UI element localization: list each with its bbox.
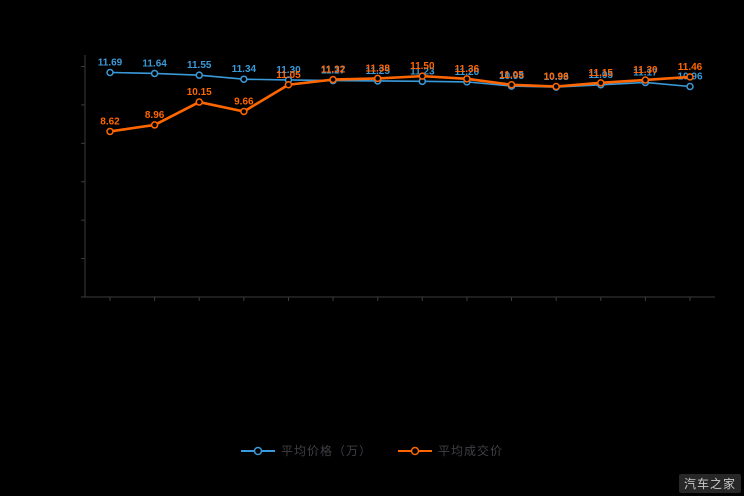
legend-label-average-deal-price: 平均成交价	[438, 444, 504, 458]
svg-text:11.30: 11.30	[276, 65, 301, 76]
svg-text:11.55: 11.55	[187, 60, 212, 71]
legend-label-average-price: 平均价格（万）	[280, 444, 372, 458]
svg-text:11.05: 11.05	[276, 70, 301, 81]
svg-text:11.34: 11.34	[232, 64, 257, 75]
svg-text:11.15: 11.15	[589, 68, 614, 79]
chart-legend: 平均价格（万） 平均成交价	[0, 442, 744, 459]
svg-text:11.05: 11.05	[499, 70, 524, 81]
svg-text:11.38: 11.38	[365, 63, 390, 74]
svg-text:11.23: 11.23	[410, 66, 435, 77]
svg-text:11.36: 11.36	[455, 64, 480, 75]
svg-text:11.32: 11.32	[321, 65, 346, 76]
svg-text:11.64: 11.64	[142, 58, 167, 69]
legend-item-average-price[interactable]: 平均价格（万）	[240, 442, 372, 459]
svg-text:8.96: 8.96	[145, 110, 165, 121]
svg-text:11.20: 11.20	[455, 67, 480, 78]
legend-item-average-deal-price[interactable]: 平均成交价	[398, 442, 503, 459]
legend-line-marker-icon	[240, 446, 275, 455]
svg-text:10.93: 10.93	[544, 72, 569, 83]
svg-text:10.15: 10.15	[187, 87, 212, 98]
svg-text:11.27: 11.27	[321, 66, 346, 77]
svg-text:11.17: 11.17	[633, 67, 658, 78]
svg-text:8.62: 8.62	[100, 116, 120, 127]
svg-text:11.25: 11.25	[365, 66, 390, 77]
svg-text:11.46: 11.46	[678, 62, 703, 73]
svg-text:10.96: 10.96	[544, 71, 569, 82]
svg-text:10.98: 10.98	[499, 71, 524, 82]
watermark-autohome-logo: 汽车之家	[678, 474, 741, 493]
svg-text:11.05: 11.05	[589, 70, 614, 81]
svg-text:9.66: 9.66	[234, 96, 254, 107]
svg-text:11.50: 11.50	[410, 61, 435, 72]
svg-text:11.69: 11.69	[98, 57, 123, 68]
svg-text:11.30: 11.30	[633, 65, 658, 76]
legend-line-marker-icon	[398, 446, 432, 455]
